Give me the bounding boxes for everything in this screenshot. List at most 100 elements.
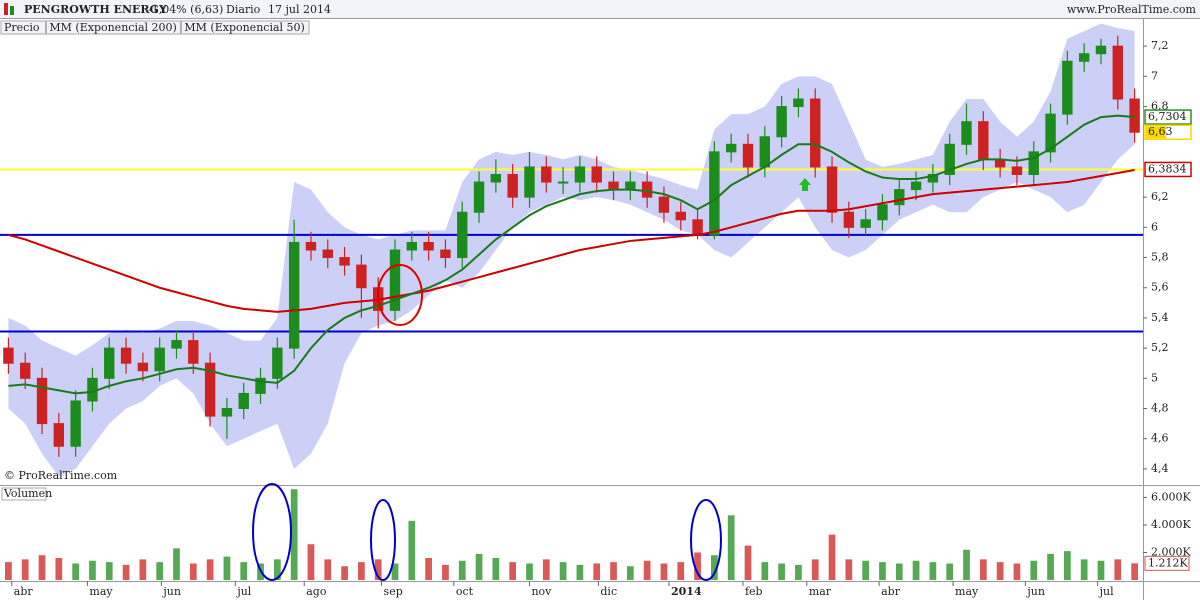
volume-marker-label: 1.212K [1148, 556, 1188, 569]
candle-body [423, 241, 434, 251]
candle-body [490, 174, 502, 183]
volume-bar [845, 559, 853, 580]
date: 17 jul 2014 [268, 3, 331, 16]
legend-label: MM (Exponencial 200) [49, 21, 176, 34]
volume-bar [929, 562, 937, 580]
volume-bar [711, 555, 718, 580]
candle-body [658, 196, 670, 213]
candle-body [255, 377, 266, 394]
y-tick-label: 5,4 [1151, 311, 1169, 324]
price-marker-label: 6,7304 [1148, 110, 1187, 123]
x-tick-label: jun [161, 585, 181, 598]
x-tick-label: may [89, 585, 113, 598]
candle-body [742, 143, 754, 168]
volume-bar [1114, 559, 1122, 580]
candle-body [793, 98, 804, 108]
y-tick-label: 5 [1151, 371, 1158, 384]
candle-body [641, 181, 653, 198]
volume-bar [374, 559, 382, 580]
y-tick-label: 7 [1151, 69, 1158, 82]
candle-body [87, 377, 98, 402]
candle-body [625, 181, 636, 191]
y-tick-label: 4,6 [1151, 432, 1169, 445]
candle-body [70, 400, 81, 447]
volume-bar [1097, 560, 1105, 580]
volume-bar [1131, 563, 1138, 580]
legend-box [0, 20, 46, 35]
volume-bar [458, 560, 466, 580]
y-tick-label: 6,8 [1151, 100, 1169, 113]
candle-body [305, 241, 317, 251]
volume-bar [391, 563, 399, 580]
volume-bar [979, 559, 987, 580]
volume-bar [122, 564, 130, 580]
candle-body [457, 211, 468, 259]
legend-box [180, 20, 310, 35]
candle-body [591, 166, 602, 183]
y-tick-label: 5,2 [1151, 341, 1169, 354]
price-marker [1144, 161, 1192, 178]
y-tick-label: 5,8 [1151, 251, 1169, 264]
candle-body [826, 166, 838, 213]
volume-bar [72, 563, 80, 580]
volume-bar [324, 559, 332, 580]
volume-bar [593, 563, 601, 580]
volume-bar [660, 563, 668, 580]
candle-body [692, 219, 703, 236]
volume-bar [55, 557, 63, 580]
candle-body [20, 362, 31, 379]
change: -1,04% (6,63) [148, 3, 223, 16]
candle-body [204, 362, 216, 417]
volume-bar [996, 562, 1004, 580]
volume-bar [694, 552, 701, 580]
candle-body [188, 340, 199, 364]
volume-bar [862, 560, 870, 580]
x-tick-label: 2014 [671, 585, 702, 598]
y-tick-label: 6,2 [1151, 190, 1169, 203]
candle-body [574, 166, 586, 183]
volume-bar [526, 563, 533, 580]
arrow-up [799, 178, 811, 191]
volume-bar [475, 553, 483, 580]
x-tick-label: abr [881, 585, 901, 598]
volume-bar [744, 545, 752, 580]
volume-bar [1047, 553, 1054, 580]
candle-body [961, 121, 972, 145]
candle-body [675, 211, 686, 221]
legend-label: MM (Exponencial 50) [184, 21, 304, 34]
volume-bar [408, 520, 416, 580]
legend-box [45, 20, 181, 35]
candle-body [440, 249, 451, 259]
annotation-ellipse [252, 483, 292, 581]
site: www.ProRealTime.com [1067, 3, 1197, 16]
candle-body [910, 181, 922, 191]
x-tick-label: oct [456, 585, 474, 598]
candle-body [272, 347, 283, 379]
candle-body [1062, 60, 1073, 115]
x-tick-label: nov [531, 585, 552, 598]
y-tick-label: 7,2 [1151, 39, 1169, 52]
candle-body [154, 347, 165, 372]
annotation-circle [377, 264, 423, 326]
volume-bar [946, 563, 954, 580]
candle-body [356, 264, 367, 289]
candle-body [541, 166, 552, 183]
legend: Precio MM (Exponencial 200) MM (Exponencia… [0, 20, 310, 35]
volume-bar [559, 562, 567, 580]
candle-body [894, 189, 905, 206]
price-marker-label: 6,63 [1148, 125, 1173, 138]
logo [4, 3, 8, 15]
volume-bar [189, 563, 197, 580]
price-marker-fill [1146, 126, 1166, 139]
candle-body [944, 143, 955, 176]
volume-bar [761, 562, 769, 580]
x-tick-label: may [955, 585, 979, 598]
x-tick-label: sep [384, 585, 403, 598]
x-tick-label: jun [1025, 585, 1045, 598]
candle-body [557, 181, 569, 184]
volume-bar [912, 560, 920, 580]
volume-bar [811, 559, 819, 580]
candle-body [473, 181, 485, 213]
y-tick-label: 4,4 [1151, 462, 1169, 475]
